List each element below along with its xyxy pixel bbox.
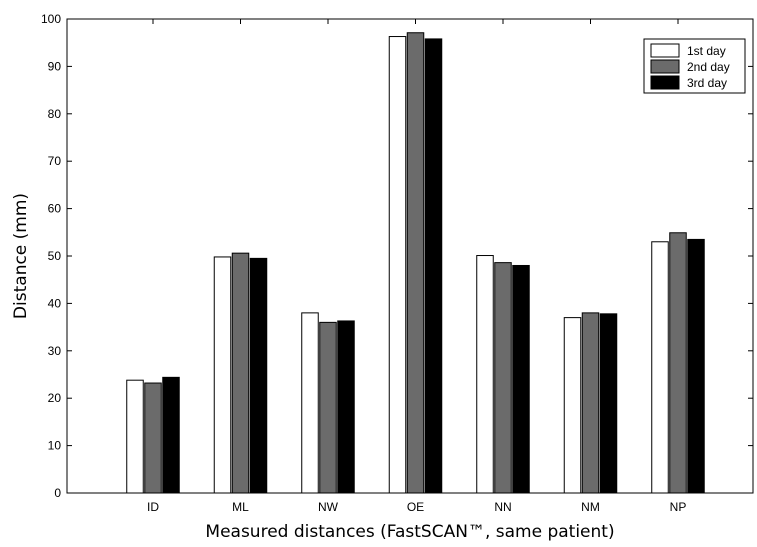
x-axis: ID ML NW OE NN NM NP (147, 19, 686, 514)
y-tick-label: 60 (48, 202, 62, 216)
y-tick-label: 70 (48, 154, 62, 168)
bar (669, 232, 687, 494)
x-tick-label: ID (147, 500, 159, 514)
bar (563, 317, 582, 494)
bar (599, 313, 618, 494)
bar (213, 256, 232, 494)
bar (337, 320, 355, 494)
y-tick-label: 0 (54, 486, 61, 500)
bar (424, 38, 443, 494)
y-tick-label: 40 (48, 296, 62, 310)
x-tick-label: OE (407, 500, 424, 514)
bar (512, 264, 530, 494)
y-tick-label: 30 (48, 344, 62, 358)
bar (651, 241, 669, 494)
bar-series-group (126, 32, 705, 494)
bar (144, 382, 162, 494)
legend: 1st day 2nd day 3rd day (643, 38, 746, 94)
legend-swatch (650, 75, 680, 90)
x-tick-label: NM (581, 500, 600, 514)
bar (249, 257, 268, 494)
y-tick-label: 80 (48, 107, 62, 121)
bar (319, 321, 337, 494)
bar (494, 262, 512, 494)
y-axis-title: Distance (mm) (11, 193, 31, 319)
y-tick-label: 100 (41, 12, 61, 26)
bar (126, 379, 144, 494)
bar (301, 312, 319, 494)
bar (476, 255, 494, 494)
legend-swatch (650, 59, 680, 74)
legend-swatch (650, 43, 680, 58)
bar (687, 238, 705, 494)
y-tick-label: 10 (48, 439, 62, 453)
x-tick-label: ML (232, 500, 249, 514)
x-tick-label: NP (670, 500, 687, 514)
bar (581, 312, 600, 494)
bar (406, 32, 425, 494)
legend-label: 3rd day (687, 76, 727, 90)
y-axis: 0 10 20 30 40 50 60 70 80 90 100 (41, 12, 753, 500)
legend-label: 1st day (687, 44, 726, 58)
bar (162, 376, 180, 494)
x-axis-title: Measured distances (FastSCAN™, same pati… (205, 522, 614, 542)
legend-label: 2nd day (687, 60, 730, 74)
y-tick-label: 50 (48, 249, 62, 263)
bar (231, 252, 250, 494)
y-tick-label: 20 (48, 391, 62, 405)
x-tick-label: NN (494, 500, 511, 514)
y-tick-label: 90 (48, 59, 62, 73)
bar (388, 36, 407, 494)
x-tick-label: NW (318, 500, 339, 514)
